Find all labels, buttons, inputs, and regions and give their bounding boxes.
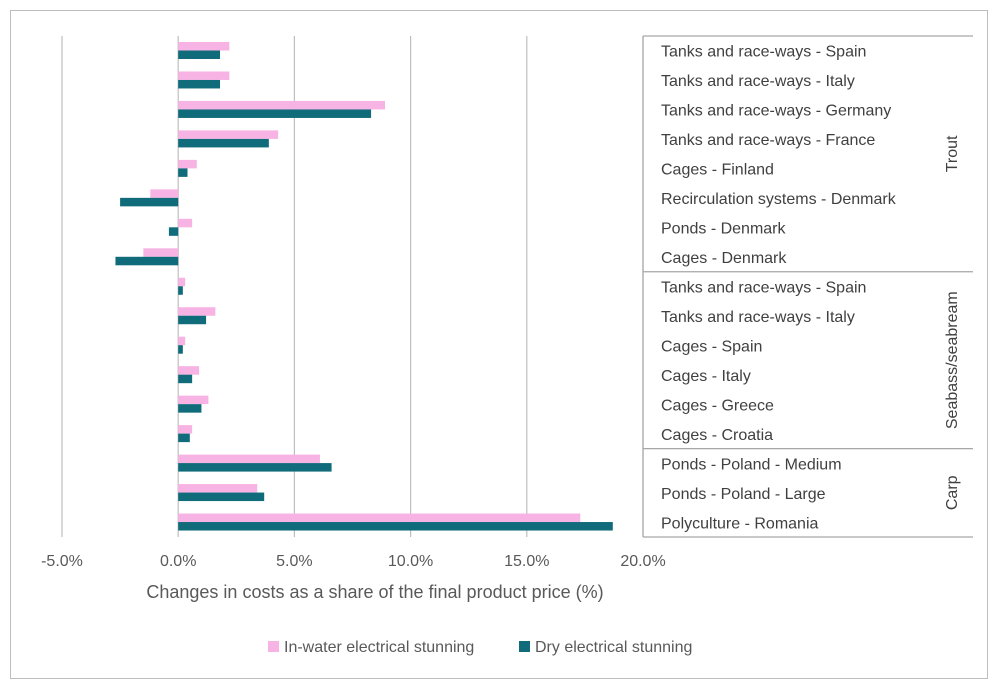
group-label: Carp [944,475,961,510]
category-label: Cages - Finland [661,162,774,179]
legend-label: In-water electrical stunning [284,639,474,656]
category-label: Ponds - Poland - Large [661,486,826,503]
x-tick-label: 15.0% [504,553,549,570]
bar-dry [178,492,265,502]
bar-dry [178,79,221,89]
category-label: Cages - Greece [661,397,774,414]
bar-in-water [178,130,279,139]
category-label: Tanks and race-ways - Germany [661,103,891,120]
bar-dry [178,286,183,295]
category-label: Tanks and race-ways - Italy [661,73,855,90]
chart-frame [10,10,988,679]
bar-dry [178,315,207,325]
bar-in-water [143,248,179,257]
category-label: Cages - Italy [661,368,751,385]
group-label: Seabass/seabream [944,291,961,429]
bar-in-water [178,159,197,169]
bar-in-water [178,100,386,110]
bar-in-water [178,307,216,316]
category-table: Tanks and race-ways - Spain Tanks and rac… [642,35,973,538]
bar-in-water [178,366,200,375]
bar-in-water [178,513,581,523]
bar-dry [178,404,202,413]
bar-in-water [178,42,230,51]
category-label: Tanks and race-ways - Spain [661,280,866,297]
bars [115,42,613,531]
category-label: Cages - Croatia [661,427,773,444]
bar-in-water [178,218,193,228]
bar-in-water [178,277,186,287]
category-label: Ponds - Denmark [661,221,786,238]
x-tick-label: 20.0% [620,553,665,570]
bar-dry [178,522,613,531]
bar-in-water [178,484,258,493]
bar-dry [178,345,183,354]
group-label: Trout [944,135,961,172]
x-axis-ticks: -5.0% 0.0% 5.0% 10.0% 15.0% 20.0% [41,553,666,570]
x-tick-label: 0.0% [160,553,196,570]
bar-dry [115,256,179,266]
x-axis-label: Changes in costs as a share of the final… [146,582,603,602]
legend-swatch [268,641,279,652]
bar-dry [178,463,332,472]
x-tick-label: 10.0% [388,553,433,570]
category-label: Recirculation systems - Denmark [661,191,897,208]
bar-in-water [178,336,186,346]
category-label: Tanks and race-ways - Spain [661,44,866,61]
bar-dry [120,197,179,207]
category-label: Cages - Spain [661,338,762,355]
legend-swatch [519,641,530,652]
bar-dry [178,433,190,443]
bar-dry [178,138,269,148]
bar-in-water [178,425,193,434]
x-tick-label: -5.0% [41,553,83,570]
bar-in-water [178,71,230,80]
bar-dry [178,168,188,177]
legend-label: Dry electrical stunning [535,639,692,656]
bar-dry [178,109,372,118]
x-tick-label: 5.0% [276,553,312,570]
bar-dry [178,374,193,384]
bar-in-water [178,454,320,464]
bar-in-water [178,395,209,405]
bar-in-water [150,189,179,198]
category-label: Cages - Denmark [661,250,787,267]
bar-dry [168,227,179,236]
legend: In-water electrical stunning Dry electric… [268,639,692,656]
category-label: Polyculture - Romania [661,515,819,532]
category-label: Tanks and race-ways - Italy [661,309,855,326]
category-label: Tanks and race-ways - France [661,132,875,149]
category-label: Ponds - Poland - Medium [661,456,842,473]
bar-dry [178,50,221,59]
